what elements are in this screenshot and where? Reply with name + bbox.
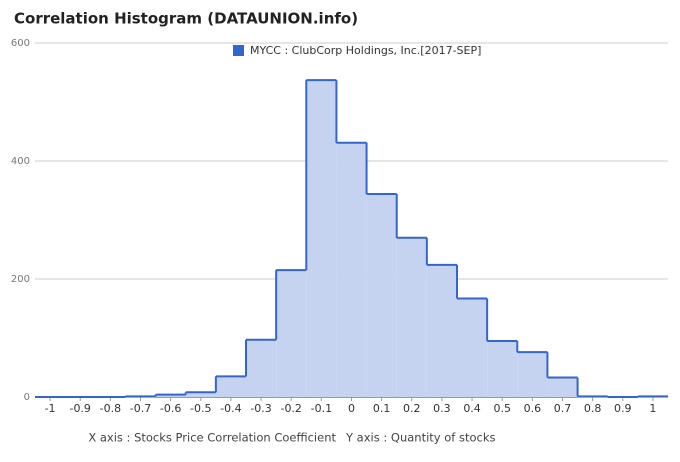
x-tick-label: -0.6	[160, 402, 181, 415]
x-tick-label: -1	[45, 402, 56, 415]
x-tick-label: 1	[649, 402, 656, 415]
x-tick-label: -0.8	[100, 402, 121, 415]
bar	[547, 377, 578, 397]
y-tick-label: 200	[11, 274, 30, 285]
x-tick-label: -0.1	[311, 402, 332, 415]
bar	[517, 352, 548, 397]
x-tick-label: 0.4	[463, 402, 481, 415]
x-tick-label: -0.3	[250, 402, 271, 415]
x-tick-label: -0.7	[130, 402, 151, 415]
x-tick-label: 0	[348, 402, 355, 415]
legend-label: MYCC : ClubCorp Holdings, Inc.[2017-SEP]	[250, 44, 481, 57]
bar	[215, 376, 246, 397]
x-tick-label: 0.6	[524, 402, 542, 415]
x-tick-label: -0.5	[190, 402, 211, 415]
bar	[185, 392, 216, 397]
bar	[155, 394, 186, 397]
bar	[487, 340, 518, 397]
legend-swatch	[233, 45, 244, 56]
x-tick-label: -0.2	[280, 402, 301, 415]
x-tick-label: 0.3	[433, 402, 451, 415]
bar	[457, 298, 488, 397]
y-tick-label: 0	[24, 392, 30, 403]
x-tick-label: 0.2	[403, 402, 421, 415]
x-axis-label: X axis : Stocks Price Correlation Coeffi…	[88, 431, 336, 445]
bar	[366, 194, 397, 397]
x-tick-label: 0.5	[493, 402, 511, 415]
x-tick-label: 0.1	[373, 402, 391, 415]
bar	[246, 339, 277, 397]
y-axis-label: Y axis : Quantity of stocks	[345, 431, 496, 445]
bar	[396, 237, 427, 397]
y-tick-label: 600	[11, 38, 30, 49]
y-tick-label: 400	[11, 156, 30, 167]
x-tick-label: -0.9	[69, 402, 90, 415]
bar	[276, 270, 307, 397]
x-tick-label: 0.9	[614, 402, 632, 415]
bar	[426, 264, 457, 397]
x-tick-label: -0.4	[220, 402, 241, 415]
bar	[306, 80, 337, 398]
x-tick-label: 0.8	[584, 402, 602, 415]
bar	[336, 142, 367, 397]
chart-title: Correlation Histogram (DATAUNION.info)	[14, 10, 358, 28]
x-tick-label: 0.7	[554, 402, 572, 415]
